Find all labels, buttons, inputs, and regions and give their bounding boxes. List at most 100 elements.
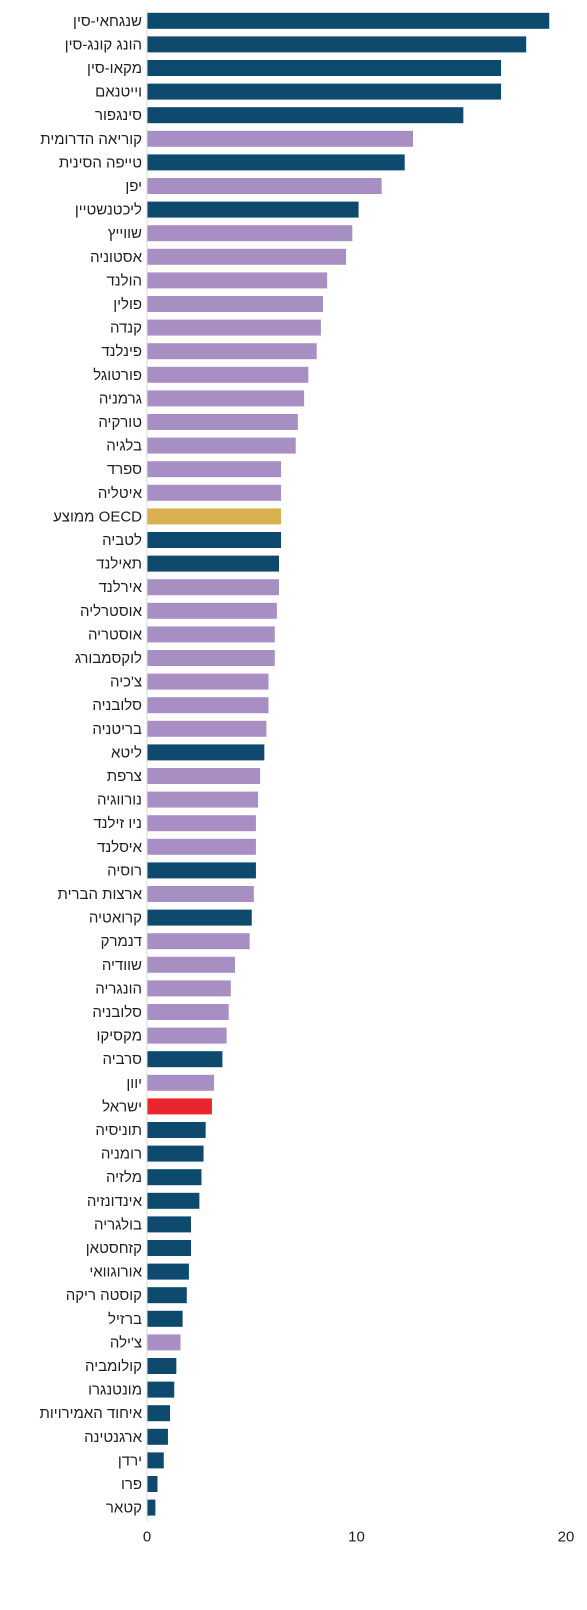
bar [147,178,382,194]
category-label: ספרד [107,461,142,478]
bar [147,1499,156,1516]
bar [147,107,464,124]
bar [147,154,405,171]
category-label: מונטנגרו [88,1382,142,1399]
bar [147,1310,183,1327]
bar [147,390,305,407]
category-label: רוסיה [107,862,142,879]
bar [147,909,252,926]
category-label: רומניה [101,1146,142,1163]
category-label: קטאר [106,1500,142,1517]
bar [147,555,279,572]
bar [147,1004,229,1020]
bar [147,862,256,879]
bar [147,1074,215,1091]
category-label: קוריאה הדרומית [40,131,142,148]
bar [147,1240,191,1256]
bar [147,602,277,619]
bar [147,791,259,808]
bar [147,673,269,690]
bar [147,956,235,973]
bar [147,1476,158,1492]
category-label: סרביה [103,1051,143,1068]
bar [147,532,282,548]
bar [147,980,231,997]
bar [147,60,502,76]
bar [147,838,256,855]
category-label: סלובניה [92,697,142,714]
category-label: איטליה [98,485,143,502]
bar [147,1452,164,1469]
category-label: שוודיה [102,957,142,974]
category-label: צ'כיה [110,674,142,691]
bar [147,225,353,242]
bar [147,83,502,100]
category-label: יפן [125,178,142,195]
bar [147,248,347,265]
bar [147,933,250,950]
category-label: קנדה [110,320,142,337]
category-label: קולומביה [85,1358,142,1375]
bar [147,461,282,478]
bar [147,1358,177,1374]
bar [147,886,254,902]
x-axis-ticks-group: 0 10 20 [143,1528,575,1545]
category-label: גרמניה [99,390,142,407]
category-label: פרו [121,1476,142,1493]
category-label: יוון [126,1075,142,1092]
category-label: אסטוניה [90,249,142,266]
bar [147,579,279,596]
category-label: קוסטה ריקה [66,1287,142,1304]
category-label: הונגריה [95,980,142,997]
bar [147,744,265,761]
category-label: צ'ילה [110,1334,142,1351]
bar [147,1192,200,1209]
category-label: ארצות הברית [58,886,143,903]
bar [147,130,414,147]
category-label: נורווגיה [97,792,142,809]
bar [147,343,317,360]
bar [147,1381,175,1398]
category-label: ישראל [102,1098,142,1115]
category-label: סלובניה [92,1004,142,1021]
category-label: פורטוגל [93,367,142,384]
bar [147,484,282,501]
category-label: מקאו-סין [87,60,142,77]
category-label: בלגיה [106,438,142,455]
bars-group [147,12,550,1516]
bar [147,1263,189,1280]
category-label: פולין [113,296,142,313]
category-label: אירלנד [99,579,143,596]
bar [147,1169,202,1186]
bar [147,1334,181,1351]
bar [147,1145,204,1162]
category-label: טייפה הסינית [59,154,142,171]
category-label: איחוד האמירויות [40,1405,143,1422]
category-label: בולגריה [94,1216,142,1233]
bar [147,720,267,737]
category-label: ארגנטינה [84,1429,142,1446]
category-label: לטביה [102,532,142,549]
bar [147,508,282,525]
bar [147,1027,227,1044]
category-label: הונג קונג-סין [65,36,142,53]
category-label: סינגפור [95,107,142,124]
x-tick-label: 20 [558,1528,575,1545]
category-label: איסלנד [97,839,143,856]
category-label: ליטא [111,744,142,761]
bar [147,36,527,53]
category-label: בריטניה [92,721,142,738]
category-label: וייטנאם [95,84,142,101]
x-tick-label: 0 [143,1528,151,1545]
category-label: לוקסמבורג [75,650,142,667]
category-label: מלזיה [106,1169,142,1186]
category-label: ניו זילנד [93,815,142,832]
bar [147,1428,168,1445]
bar [147,272,328,289]
category-label: שנגחאי-סין [73,13,142,30]
bar [147,366,309,383]
category-label: תאילנד [96,556,142,573]
category-labels-group: שנגחאי-סין הונג קונג-סין מקאו-סין וייטנאם סי… [40,13,143,1517]
bar [147,201,359,218]
